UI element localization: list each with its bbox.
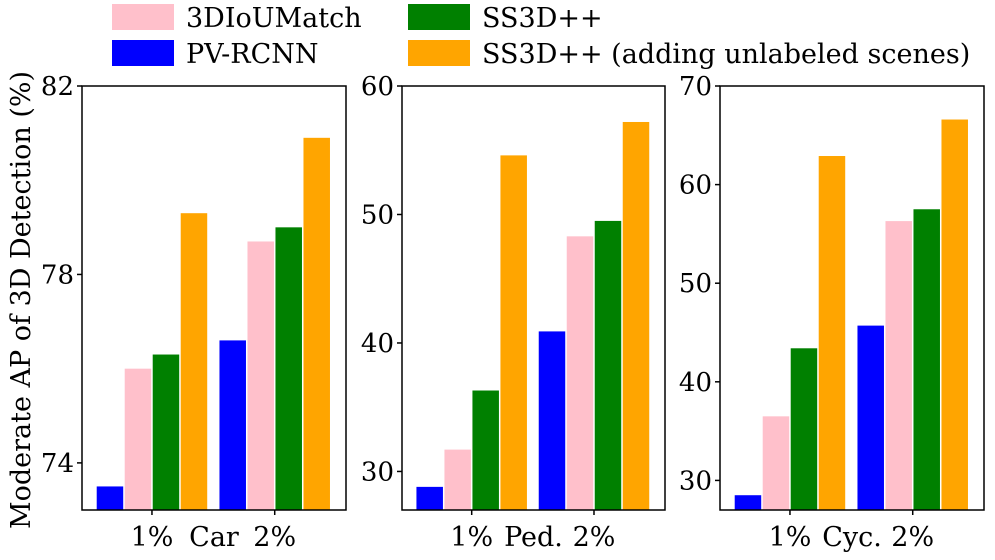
legend-label-ss3d: SS3D++ <box>482 3 603 34</box>
bar-car-2pct-0 <box>219 340 246 510</box>
panel-3: 1% 2% Cyc. 30 40 50 60 70 <box>679 72 985 553</box>
x-tick-label: 1% <box>769 522 812 553</box>
bar-ped-1pct-0 <box>416 486 443 510</box>
chart-panels: 1% 2% Car 74 78 82 1% 2% Ped. 30 40 50 60 1% 2% Cyc. 30 4… <box>41 72 985 553</box>
x-tick-label: 1% <box>450 522 493 553</box>
bar-car-1pct-1 <box>124 368 152 510</box>
panel-xlabel: Cyc. <box>822 522 882 553</box>
y-axis-label: Moderate AP of 3D Detection (%) <box>6 71 37 529</box>
legend-label-ss3d-unlabeled: SS3D++ (adding unlabeled scenes) <box>482 39 970 70</box>
bar-cyc-1pct-2 <box>790 348 818 510</box>
bar-ped-2pct-1 <box>566 236 594 510</box>
bar-cyc-2pct-0 <box>857 325 884 510</box>
legend-swatch-3dioumatch <box>112 4 174 30</box>
panel-1: 1% 2% Car 74 78 82 <box>41 72 347 553</box>
bar-ped-2pct-3 <box>622 121 650 510</box>
y-tick-label: 60 <box>679 171 712 201</box>
bar-car-2pct-1 <box>247 241 274 510</box>
y-tick-label: 50 <box>679 269 712 299</box>
y-tick-label: 40 <box>361 329 394 359</box>
bar-ped-1pct-3 <box>500 155 527 510</box>
bar-cyc-1pct-3 <box>818 156 846 510</box>
x-tick-label: 1% <box>131 522 174 553</box>
bar-car-1pct-2 <box>152 354 180 510</box>
bar-cyc-2pct-3 <box>941 119 968 510</box>
bar-car-1pct-3 <box>180 213 208 510</box>
y-tick-label: 78 <box>41 260 74 290</box>
bar-ped-2pct-0 <box>538 331 566 510</box>
x-tick-label: 2% <box>891 522 934 553</box>
legend: 3DIoUMatch SS3D++ PV-RCNN SS3D++ (adding… <box>112 3 970 70</box>
bar-ped-1pct-2 <box>472 390 499 510</box>
legend-swatch-ss3d <box>408 4 470 30</box>
bar-cyc-1pct-1 <box>762 416 790 510</box>
plot-frame <box>81 85 347 511</box>
panel-xlabel: Car <box>189 522 239 553</box>
bar-ped-2pct-2 <box>594 220 622 510</box>
y-tick-label: 82 <box>41 72 74 102</box>
y-tick-label: 60 <box>361 72 394 102</box>
bar-cyc-2pct-2 <box>913 209 940 510</box>
y-tick-label: 40 <box>679 368 712 398</box>
legend-swatch-ss3d-unlabeled <box>408 40 470 66</box>
bar-cyc-2pct-1 <box>885 221 912 510</box>
x-tick-label: 2% <box>253 522 296 553</box>
y-tick-label: 74 <box>41 449 74 479</box>
x-tick-label: 2% <box>573 522 616 553</box>
legend-label-3dioumatch: 3DIoUMatch <box>186 3 362 34</box>
y-tick-label: 70 <box>679 72 712 102</box>
plot-frame <box>401 85 666 511</box>
y-tick-label: 50 <box>361 200 394 230</box>
bar-cyc-1pct-0 <box>734 495 762 510</box>
panel-2: 1% 2% Ped. 30 40 50 60 <box>361 72 666 553</box>
bar-car-2pct-3 <box>303 137 330 510</box>
legend-label-pv-rcnn: PV-RCNN <box>186 39 319 70</box>
bar-car-2pct-2 <box>275 227 302 510</box>
bar-ped-1pct-1 <box>444 449 471 510</box>
y-tick-label: 30 <box>361 457 394 487</box>
plot-frame <box>719 85 985 511</box>
panel-xlabel: Ped. <box>504 522 563 553</box>
bar-car-1pct-0 <box>96 486 124 510</box>
y-tick-label: 30 <box>679 466 712 496</box>
legend-swatch-pv-rcnn <box>112 40 174 66</box>
